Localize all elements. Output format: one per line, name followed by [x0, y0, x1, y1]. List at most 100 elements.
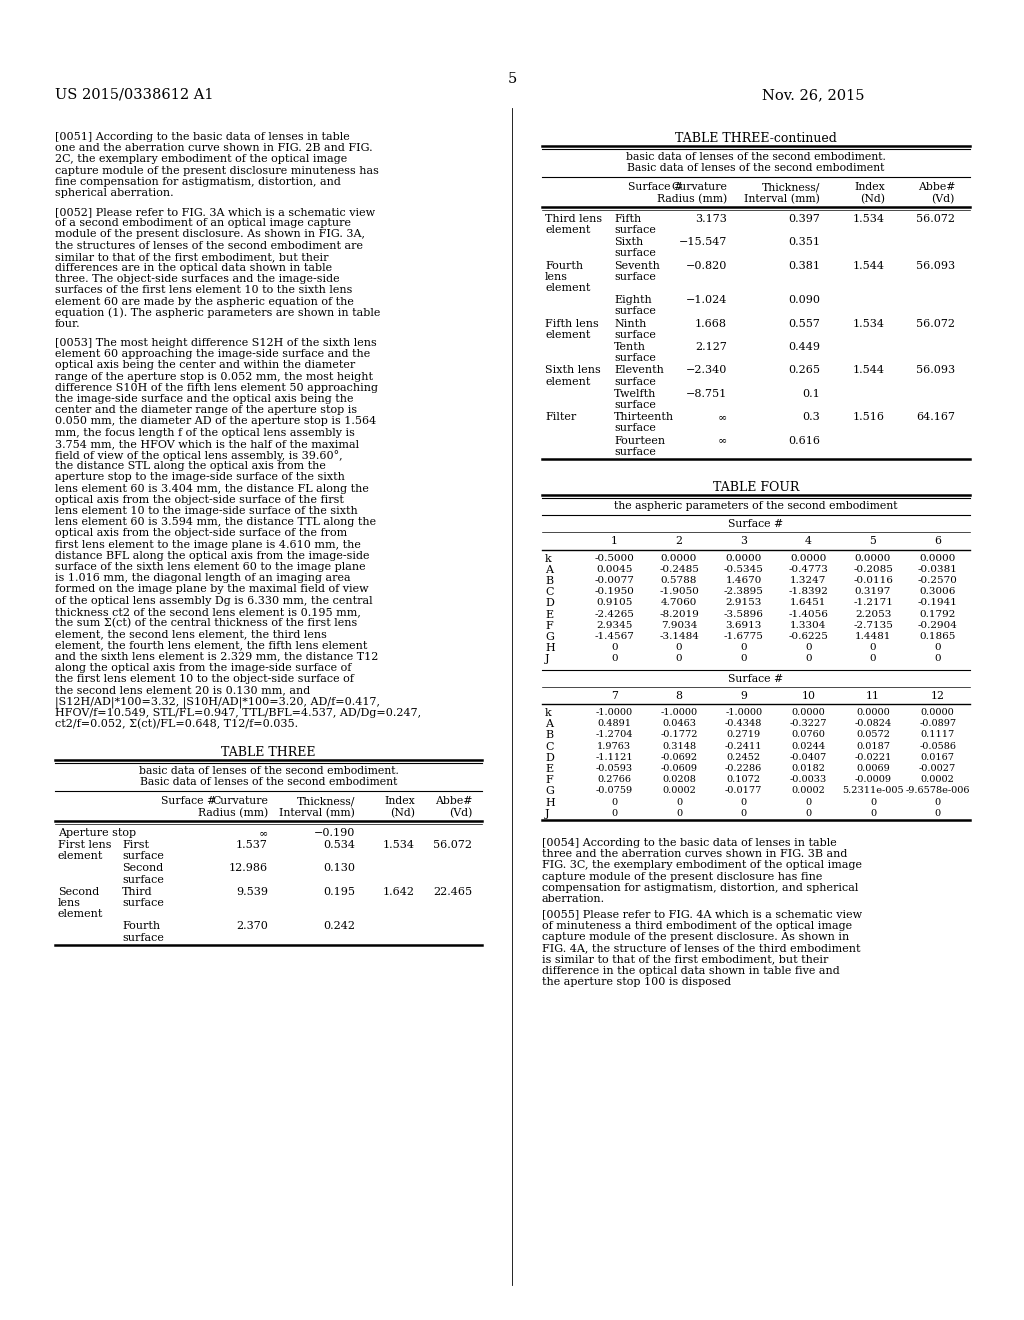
Text: 0.616: 0.616 [788, 436, 820, 446]
Text: the aperture stop 100 is disposed: the aperture stop 100 is disposed [542, 977, 731, 987]
Text: 0.0000: 0.0000 [921, 708, 954, 717]
Text: 0.0000: 0.0000 [660, 553, 697, 562]
Text: 0.0182: 0.0182 [792, 764, 825, 774]
Text: 0.2719: 0.2719 [727, 730, 761, 739]
Text: 0.3197: 0.3197 [855, 587, 891, 597]
Text: 56.072: 56.072 [916, 318, 955, 329]
Text: 0: 0 [740, 797, 746, 807]
Text: surface: surface [614, 424, 656, 433]
Text: surface: surface [122, 932, 164, 942]
Text: -0.1772: -0.1772 [660, 730, 697, 739]
Text: 0.3006: 0.3006 [920, 587, 955, 597]
Text: range of the aperture stop is 0.052 mm, the most height: range of the aperture stop is 0.052 mm, … [55, 372, 373, 381]
Text: element: element [545, 330, 591, 339]
Text: F: F [545, 775, 553, 785]
Text: 0: 0 [805, 655, 812, 664]
Text: J: J [545, 655, 550, 664]
Text: -0.2085: -0.2085 [853, 565, 893, 574]
Text: 0: 0 [869, 655, 877, 664]
Text: 0: 0 [611, 643, 617, 652]
Text: surface: surface [614, 272, 656, 281]
Text: Tenth: Tenth [614, 342, 646, 352]
Text: aberration.: aberration. [542, 894, 605, 904]
Text: of minuteness a third embodiment of the optical image: of minuteness a third embodiment of the … [542, 921, 852, 931]
Text: Curvature: Curvature [212, 796, 268, 807]
Text: [0051] According to the basic data of lenses in table: [0051] According to the basic data of le… [55, 132, 350, 143]
Text: 56.093: 56.093 [915, 260, 955, 271]
Text: 0: 0 [870, 797, 877, 807]
Text: Fourteen: Fourteen [614, 436, 666, 446]
Text: center and the diameter range of the aperture stop is: center and the diameter range of the ape… [55, 405, 357, 416]
Text: 0: 0 [805, 643, 812, 652]
Text: of a second embodiment of an optical image capture: of a second embodiment of an optical ima… [55, 218, 351, 228]
Text: difference S10H of the fifth lens element 50 approaching: difference S10H of the fifth lens elemen… [55, 383, 378, 393]
Text: four.: four. [55, 319, 81, 329]
Text: -3.1484: -3.1484 [659, 632, 699, 642]
Text: -1.9050: -1.9050 [659, 587, 699, 597]
Text: differences are in the optical data shown in table: differences are in the optical data show… [55, 263, 332, 273]
Text: -0.4348: -0.4348 [725, 719, 762, 729]
Text: E: E [545, 610, 553, 619]
Text: 2.2053: 2.2053 [855, 610, 891, 619]
Text: 1.9763: 1.9763 [597, 742, 632, 751]
Text: 1: 1 [611, 536, 617, 546]
Text: -0.0824: -0.0824 [854, 719, 892, 729]
Text: lens element 60 is 3.594 mm, the distance TTL along the: lens element 60 is 3.594 mm, the distanc… [55, 517, 376, 527]
Text: formed on the image plane by the maximal field of view: formed on the image plane by the maximal… [55, 585, 369, 594]
Text: -0.0593: -0.0593 [596, 764, 633, 774]
Text: 0.242: 0.242 [323, 921, 355, 932]
Text: 0: 0 [676, 643, 682, 652]
Text: 0: 0 [935, 809, 941, 818]
Text: (Nd): (Nd) [860, 194, 885, 203]
Text: (Nd): (Nd) [390, 808, 415, 818]
Text: Surface #: Surface # [629, 182, 684, 193]
Text: 1.4670: 1.4670 [725, 576, 762, 585]
Text: 0.1117: 0.1117 [921, 730, 954, 739]
Text: 0.0187: 0.0187 [856, 742, 890, 751]
Text: Basic data of lenses of the second embodiment: Basic data of lenses of the second embod… [628, 164, 885, 173]
Text: -2.4265: -2.4265 [594, 610, 634, 619]
Text: −2.340: −2.340 [686, 366, 727, 375]
Text: 0.1: 0.1 [802, 389, 820, 399]
Text: -8.2019: -8.2019 [659, 610, 699, 619]
Text: -3.5896: -3.5896 [724, 610, 764, 619]
Text: optical axis from the object-side surface of the from: optical axis from the object-side surfac… [55, 528, 347, 539]
Text: 0.0208: 0.0208 [663, 775, 696, 784]
Text: optical axis being the center and within the diameter: optical axis being the center and within… [55, 360, 355, 371]
Text: Nov. 26, 2015: Nov. 26, 2015 [762, 88, 864, 102]
Text: module of the present disclosure. As shown in FIG. 3A,: module of the present disclosure. As sho… [55, 230, 365, 239]
Text: -1.0000: -1.0000 [725, 708, 762, 717]
Text: HFOV/f=10.549, STL/FL=0.947, TTL/BFL=4.537, AD/Dg=0.247,: HFOV/f=10.549, STL/FL=0.947, TTL/BFL=4.5… [55, 708, 421, 718]
Text: 0.0000: 0.0000 [920, 553, 955, 562]
Text: 0.265: 0.265 [788, 366, 820, 375]
Text: G: G [545, 787, 554, 796]
Text: -0.2485: -0.2485 [659, 565, 699, 574]
Text: Thirteenth: Thirteenth [614, 412, 674, 422]
Text: the second lens element 20 is 0.130 mm, and: the second lens element 20 is 0.130 mm, … [55, 685, 310, 696]
Text: Eighth: Eighth [614, 296, 651, 305]
Text: 0.557: 0.557 [788, 318, 820, 329]
Text: 1.6451: 1.6451 [791, 598, 826, 607]
Text: Thickness/: Thickness/ [297, 796, 355, 807]
Text: and the sixth lens element is 2.329 mm, the distance T12: and the sixth lens element is 2.329 mm, … [55, 652, 379, 661]
Text: -1.0000: -1.0000 [660, 708, 697, 717]
Text: 2.9345: 2.9345 [596, 620, 633, 630]
Text: 0: 0 [611, 655, 617, 664]
Text: the aspheric parameters of the second embodiment: the aspheric parameters of the second em… [614, 502, 898, 511]
Text: k: k [545, 708, 552, 718]
Text: [0052] Please refer to FIG. 3A which is a schematic view: [0052] Please refer to FIG. 3A which is … [55, 207, 375, 216]
Text: thickness ct2 of the second lens element is 0.195 mm,: thickness ct2 of the second lens element… [55, 607, 360, 616]
Text: C: C [545, 587, 554, 597]
Text: Surface #: Surface # [728, 519, 783, 529]
Text: -1.8392: -1.8392 [788, 587, 828, 597]
Text: 0.0069: 0.0069 [856, 764, 890, 774]
Text: -0.0692: -0.0692 [660, 752, 697, 762]
Text: -1.2704: -1.2704 [596, 730, 633, 739]
Text: -0.5345: -0.5345 [724, 565, 764, 574]
Text: 0.0002: 0.0002 [921, 775, 954, 784]
Text: 0: 0 [611, 809, 617, 818]
Text: mm, the focus length f of the optical lens assembly is: mm, the focus length f of the optical le… [55, 428, 355, 438]
Text: Abbe#: Abbe# [434, 796, 472, 807]
Text: 2.127: 2.127 [695, 342, 727, 352]
Text: TABLE THREE: TABLE THREE [221, 746, 315, 759]
